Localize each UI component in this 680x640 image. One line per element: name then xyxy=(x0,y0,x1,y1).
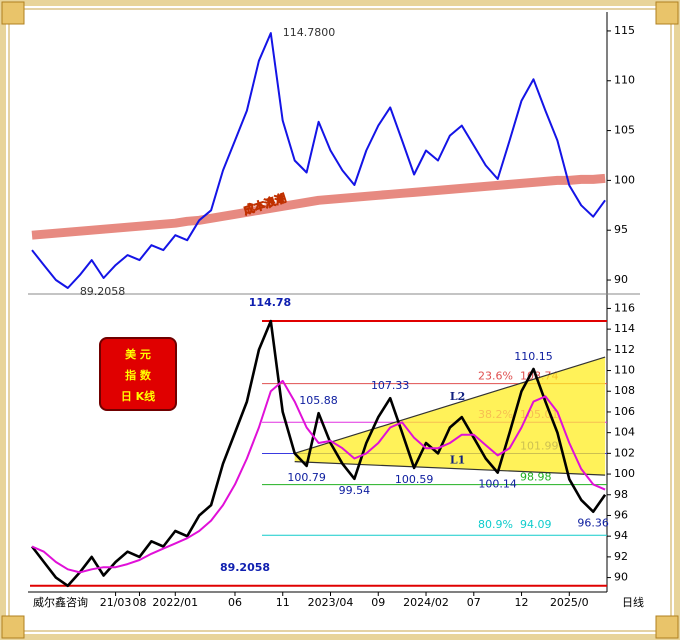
level-pct: 23.6% xyxy=(478,370,513,383)
period: 日线 xyxy=(622,595,644,609)
y-tick-label: 102 xyxy=(614,446,635,459)
title-line: 指 数 xyxy=(125,368,152,382)
level-label: 114.78 xyxy=(249,296,291,309)
corner xyxy=(655,615,679,639)
trend-label: L2 xyxy=(450,390,465,403)
value-label: 100.14 xyxy=(478,478,517,491)
y-tick-label: 110 xyxy=(614,74,635,87)
trend-line xyxy=(294,356,606,454)
series-line xyxy=(30,319,607,588)
x-tick-label: 06 xyxy=(228,596,242,609)
y-tick-label: 114 xyxy=(614,322,635,335)
value-label: 110.15 xyxy=(514,350,553,363)
x-tick-label: 2025/0 xyxy=(550,596,589,609)
y-tick-label: 92 xyxy=(614,550,628,563)
series-line xyxy=(31,173,606,240)
y-tick-label: 100 xyxy=(614,467,635,480)
title-box xyxy=(99,337,177,411)
value-label: 99.54 xyxy=(339,484,371,497)
y-tick-label: 100 xyxy=(614,173,635,186)
x-tick-label: 2023/04 xyxy=(308,596,354,609)
corner xyxy=(1,1,25,25)
y-tick-label: 108 xyxy=(614,384,635,397)
y-tick-label: 94 xyxy=(614,529,628,542)
title-line: 美 元 xyxy=(125,347,151,361)
x-tick-label: 12 xyxy=(515,596,529,609)
y-tick-label: 110 xyxy=(614,364,635,377)
level-label: 89.2058 xyxy=(220,561,270,574)
y-tick-label: 95 xyxy=(614,223,628,236)
x-tick-label: 11 xyxy=(276,596,290,609)
title-line: 日 K线 xyxy=(121,389,155,403)
x-tick-label: 07 xyxy=(467,596,481,609)
value-label: 107.33 xyxy=(371,379,410,392)
x-tick-label: 09 xyxy=(371,596,385,609)
frame-inner xyxy=(8,8,672,632)
y-tick-label: 106 xyxy=(614,405,635,418)
series-line xyxy=(31,32,606,289)
value-label: 100.59 xyxy=(395,473,434,486)
y-tick-label: 90 xyxy=(614,273,628,286)
x-tick-label: 2022/01 xyxy=(152,596,198,609)
trend-channel xyxy=(294,357,606,476)
x-tick-label: 08 xyxy=(132,596,146,609)
corner xyxy=(1,615,25,639)
level-label: 98.98 xyxy=(520,471,552,484)
y-tick-label: 104 xyxy=(614,426,635,439)
x-tick-label: 21/03 xyxy=(100,596,132,609)
y-tick-label: 96 xyxy=(614,508,628,521)
value-label: 114.7800 xyxy=(283,26,336,39)
y-tick-label: 116 xyxy=(614,301,635,314)
trend-line xyxy=(294,461,606,476)
series-line xyxy=(31,379,606,574)
trend-label: L1 xyxy=(450,453,465,466)
level-pct: 80.9% xyxy=(478,518,513,531)
y-tick-label: 115 xyxy=(614,24,635,37)
value-label: 89.2058 xyxy=(80,285,126,298)
y-tick-label: 90 xyxy=(614,571,628,584)
y-tick-label: 105 xyxy=(614,124,635,137)
source: 威尔鑫咨询 xyxy=(33,595,88,609)
value-label: 96.36 xyxy=(577,517,609,530)
corner xyxy=(655,1,679,25)
y-tick-label: 98 xyxy=(614,488,628,501)
value-label: 100.79 xyxy=(287,471,326,484)
level-label: 94.09 xyxy=(520,518,552,531)
y-tick-label: 112 xyxy=(614,343,635,356)
x-tick-label: 2024/02 xyxy=(403,596,449,609)
value-label: 105.88 xyxy=(299,394,338,407)
